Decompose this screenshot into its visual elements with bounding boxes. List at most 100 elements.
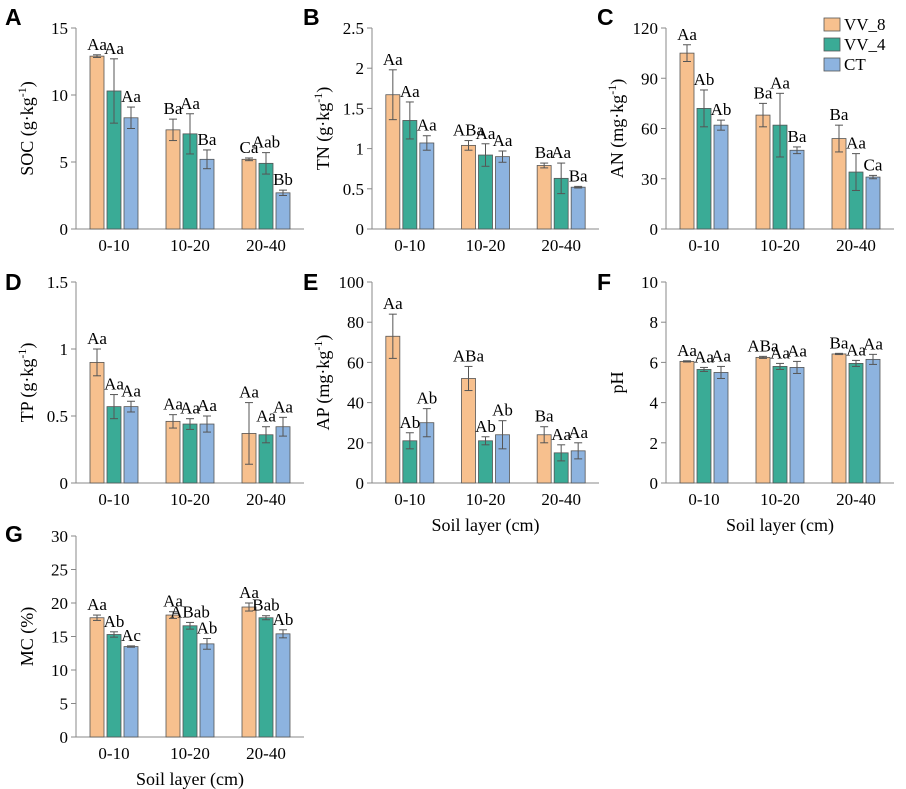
significance-label: Ba <box>198 130 217 149</box>
y-axis-label: SOC (g·kg-1) <box>15 81 38 176</box>
x-tick-label: 20-40 <box>836 236 876 255</box>
significance-label: Aa <box>121 381 141 400</box>
y-tick-label: 10 <box>51 661 68 680</box>
bar-vv4-10-20 <box>772 366 788 484</box>
bar-vv8-0-10 <box>89 55 105 230</box>
y-tick-label: 25 <box>51 561 68 580</box>
significance-label: Ba <box>535 407 554 426</box>
y-tick-label: 0 <box>60 220 69 239</box>
significance-label: Ba <box>830 105 849 124</box>
significance-label: Aa <box>551 143 571 162</box>
y-tick-label: 8 <box>650 313 659 332</box>
legend-swatch-vv4 <box>823 37 841 52</box>
x-axis-label: Soil layer (cm) <box>432 515 540 536</box>
y-tick-label: 40 <box>347 394 364 413</box>
significance-label: ABa <box>453 121 485 140</box>
bar-ct-0-10 <box>123 646 139 738</box>
legend-label: CT <box>844 55 866 74</box>
significance-label: Aa <box>400 82 420 101</box>
x-tick-label: 0-10 <box>394 490 425 509</box>
significance-label: Aa <box>273 397 293 416</box>
bar-vv8-0-10 <box>89 361 105 484</box>
bar-vv8-0-10 <box>679 52 695 230</box>
x-axis-label: Soil layer (cm) <box>136 769 244 789</box>
panel-letter: B <box>303 4 320 30</box>
y-tick-label: 100 <box>339 273 365 292</box>
significance-label: Aa <box>770 343 790 362</box>
panel-letter: C <box>597 4 614 30</box>
panel-letter: D <box>5 269 22 295</box>
y-tick-label: 0 <box>650 474 659 493</box>
y-tick-label: 2 <box>356 59 365 78</box>
y-tick-label: 0.5 <box>343 180 364 199</box>
significance-label: Aa <box>163 592 183 611</box>
significance-label: Aa <box>383 50 403 69</box>
x-tick-label: 20-40 <box>541 236 581 255</box>
significance-label: Ba <box>788 127 807 146</box>
bar-vv4-10-20 <box>478 440 493 484</box>
y-axis-label: pH <box>607 372 627 394</box>
x-tick-label: 10-20 <box>760 236 800 255</box>
y-tick-label: 1 <box>356 140 365 159</box>
significance-label: Ab <box>475 417 496 436</box>
significance-label: Aa <box>846 340 866 359</box>
significance-label: Aa <box>87 329 107 348</box>
x-tick-label: 10-20 <box>466 490 506 509</box>
x-tick-label: 10-20 <box>170 490 210 509</box>
significance-label: Aa <box>180 399 200 418</box>
y-tick-label: 0 <box>60 474 69 493</box>
significance-label: Aa <box>417 116 437 135</box>
bar-vv8-20-40 <box>536 165 552 230</box>
y-axis-label: AN (mg·kg-1) <box>605 79 628 179</box>
significance-label: Aa <box>711 346 731 365</box>
bar-ct-20-40 <box>865 358 881 484</box>
y-tick-label: 0 <box>356 220 365 239</box>
significance-label: Ca <box>240 138 259 157</box>
bar-ct-10-20 <box>199 423 215 484</box>
y-tick-label: 60 <box>641 120 658 139</box>
y-tick-label: 10 <box>641 273 658 292</box>
x-axis-label: Soil layer (cm) <box>726 515 834 536</box>
bar-vv8-20-40 <box>831 353 847 484</box>
x-tick-label: 0-10 <box>98 490 129 509</box>
bar-vv4-20-40 <box>848 363 864 484</box>
x-tick-label: 0-10 <box>98 744 129 763</box>
significance-label: Aa <box>239 583 259 602</box>
significance-label: Aa <box>239 383 259 402</box>
y-axis-label: TN (g·kg-1) <box>311 87 334 170</box>
legend-swatch-vv8 <box>823 17 841 32</box>
legend-label: VV_4 <box>844 35 886 54</box>
bar-ct-0-10 <box>123 406 139 484</box>
bar-ct-20-40 <box>865 176 881 230</box>
y-tick-label: 0 <box>356 474 365 493</box>
panel-C: C 0 30 60 90 120 AN (mg·kg-1) 0-10 Aa Ab Ab 10-20 Ba… <box>597 4 894 255</box>
y-tick-label: 0 <box>60 728 69 747</box>
x-tick-label: 0-10 <box>688 236 719 255</box>
significance-label: Aa <box>104 375 124 394</box>
y-axis-label: AP (mg·kg-1) <box>311 335 334 431</box>
bar-ct-0-10 <box>713 124 729 230</box>
y-tick-label: 1 <box>60 340 69 359</box>
bar-vv8-20-40 <box>241 606 257 738</box>
bar-vv8-0-10 <box>679 360 695 484</box>
x-tick-label: 10-20 <box>466 236 506 255</box>
panel-D: D00.511.5TP (g·kg-1)0-10AaAaAa10-20AaAaA… <box>5 269 304 509</box>
bar-vv8-10-20 <box>755 356 771 484</box>
y-tick-label: 20 <box>51 594 68 613</box>
x-tick-label: 10-20 <box>170 744 210 763</box>
y-tick-label: 15 <box>51 19 68 38</box>
y-tick-label: 20 <box>347 434 364 453</box>
significance-label: Aa <box>493 131 513 150</box>
significance-label: Aa <box>846 134 866 153</box>
significance-label: Aa <box>163 395 183 414</box>
significance-label: Aa <box>383 294 403 313</box>
significance-label: Aa <box>121 87 141 106</box>
bar-ct-0-10 <box>713 372 729 484</box>
x-tick-label: 10-20 <box>760 490 800 509</box>
y-tick-label: 4 <box>650 394 659 413</box>
